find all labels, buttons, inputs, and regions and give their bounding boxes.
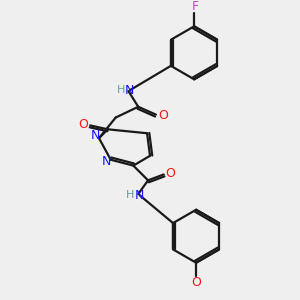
Text: F: F [192, 0, 199, 13]
Text: N: N [125, 84, 134, 97]
Text: H: H [116, 85, 125, 95]
Text: N: N [90, 129, 100, 142]
Text: O: O [166, 167, 176, 180]
Text: O: O [158, 109, 168, 122]
Text: N: N [102, 155, 112, 168]
Text: O: O [191, 276, 201, 289]
Text: N: N [134, 188, 144, 202]
Text: H: H [126, 190, 135, 200]
Text: O: O [78, 118, 88, 131]
